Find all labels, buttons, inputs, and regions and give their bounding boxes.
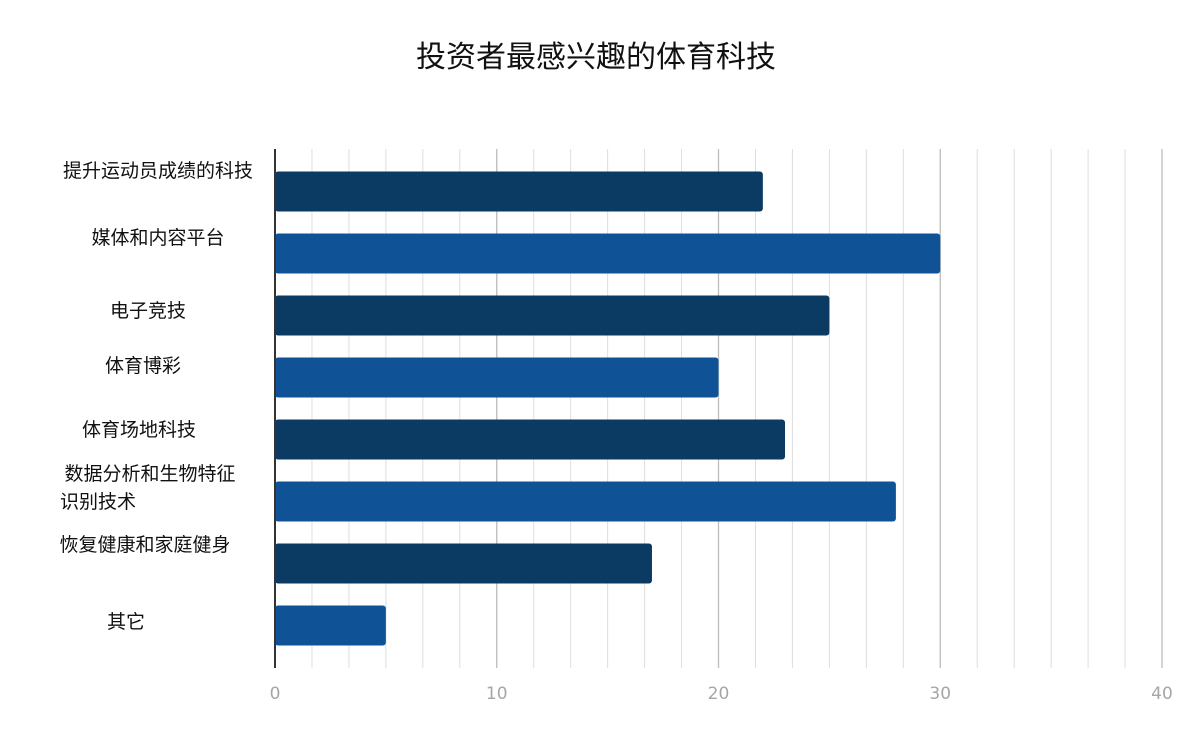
x-tick-label: 30 <box>929 684 951 704</box>
bar <box>275 357 719 398</box>
bar <box>275 233 941 274</box>
label-layer: 0 10 20 30 40 提升运动员成绩的科技媒体和内容平台电子竞技体育博彩体育场地科技… <box>59 160 1172 704</box>
category-label: 电子竞技 <box>110 300 186 322</box>
chart-title: 投资者最感兴趣的体育科技 <box>416 40 776 75</box>
category-label: 提升运动员成绩的科技 <box>63 160 253 182</box>
category-label: 恢复健康和家庭健身 <box>59 534 230 556</box>
x-tick-label: 20 <box>708 684 730 704</box>
x-tick-label: 40 <box>1151 684 1173 704</box>
grid-layer <box>311 149 1163 668</box>
bar-layer <box>275 171 941 646</box>
bar <box>275 605 386 646</box>
bar <box>275 295 830 336</box>
bar <box>275 171 763 212</box>
bar <box>275 419 786 460</box>
x-tick-label: 0 <box>270 684 281 704</box>
category-label-line: 识别技术 <box>60 491 136 513</box>
category-label: 其它 <box>107 611 145 633</box>
category-label: 媒体和内容平台 <box>91 227 224 249</box>
x-tick-label: 10 <box>486 684 508 704</box>
category-label: 体育博彩 <box>105 355 181 377</box>
category-label: 数据分析和生物特征识别技术 <box>60 463 236 513</box>
category-label-line: 数据分析和生物特征 <box>64 463 235 485</box>
bar <box>275 481 896 522</box>
bar <box>275 543 652 584</box>
category-label: 体育场地科技 <box>82 419 196 441</box>
